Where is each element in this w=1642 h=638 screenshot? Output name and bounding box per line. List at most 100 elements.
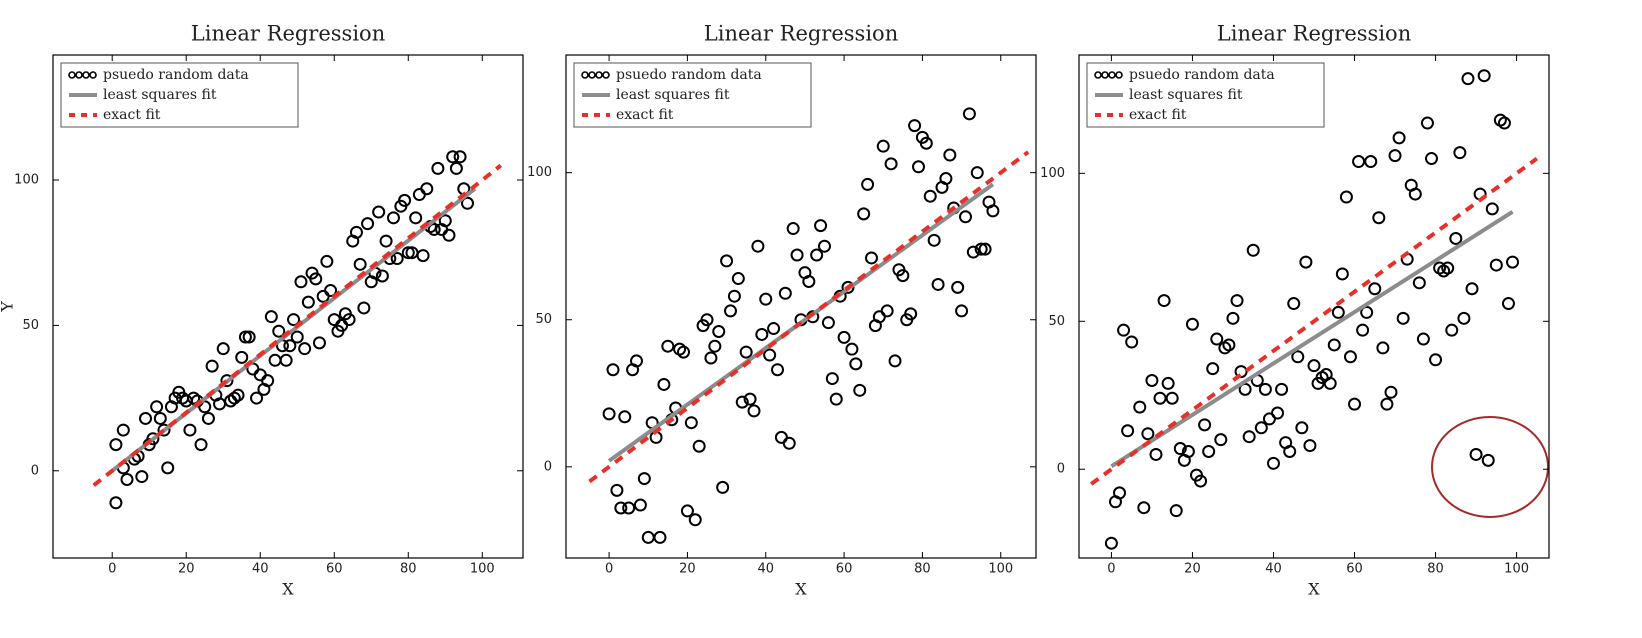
data-point: [1153, 391, 1167, 405]
x-tick-label: 80: [1427, 562, 1444, 577]
data-point: [700, 313, 714, 327]
data-point: [684, 416, 698, 430]
data-point: [1161, 376, 1175, 390]
data-point: [442, 228, 456, 242]
legend-marker: [602, 71, 610, 79]
data-point: [884, 157, 898, 171]
data-point: [743, 392, 757, 406]
data-point: [861, 177, 875, 191]
data-point: [1169, 504, 1183, 518]
data-point: [438, 214, 452, 228]
data-point: [1364, 155, 1378, 169]
data-point: [1465, 282, 1479, 296]
legend-marker: [1108, 71, 1116, 79]
y-tick-label: 50: [1048, 314, 1065, 329]
data-point: [755, 327, 769, 341]
data-point: [1242, 430, 1256, 444]
data-point: [1485, 202, 1499, 216]
legend-label: least squares fit: [103, 87, 217, 103]
data-point: [1352, 155, 1366, 169]
plot-area: [1089, 69, 1539, 550]
data-point: [966, 245, 980, 259]
legend-label: exact fit: [616, 107, 674, 123]
data-point: [253, 368, 267, 382]
x-tick-label: 20: [178, 562, 195, 577]
data-point: [1429, 353, 1443, 367]
data-point: [1202, 444, 1216, 458]
data-point: [904, 307, 918, 321]
data-point: [712, 325, 726, 339]
data-point: [283, 339, 297, 353]
highlight-circle: [1431, 416, 1549, 518]
legend-label: psuedo random data: [1129, 67, 1275, 83]
data-point: [1360, 305, 1374, 319]
data-point: [231, 388, 245, 402]
plot-frame: [52, 54, 524, 559]
legend-marker: [588, 71, 596, 79]
data-point: [220, 374, 234, 388]
legend-marker: [1101, 71, 1109, 79]
data-point: [818, 239, 831, 253]
data-point: [153, 411, 167, 425]
data-point: [1303, 439, 1317, 453]
data-point: [771, 363, 784, 377]
data-point: [268, 353, 282, 367]
data-point: [1271, 406, 1285, 420]
y-axis-label: Y: [0, 301, 17, 313]
fit-line: [1110, 210, 1514, 468]
data-point: [1461, 72, 1475, 86]
data-point: [829, 392, 843, 406]
data-point: [157, 423, 171, 437]
data-point: [1137, 501, 1151, 515]
data-point: [774, 430, 788, 444]
legend-box: [60, 62, 299, 128]
x-tick-label: 80: [914, 562, 931, 577]
data-point: [786, 222, 800, 236]
data-point: [731, 272, 745, 286]
legend-marker: [89, 71, 97, 79]
data-point: [327, 313, 341, 327]
fit-line: [1089, 156, 1539, 486]
data-point: [1425, 152, 1438, 166]
data-point: [309, 272, 323, 286]
x-tick-label: 0: [1107, 562, 1115, 577]
data-point: [1441, 261, 1455, 275]
data-point: [161, 461, 175, 475]
x-tick-label: 60: [1346, 562, 1363, 577]
data-point: [727, 289, 741, 303]
data-point: [1104, 536, 1118, 550]
data-point: [1408, 187, 1422, 201]
data-point: [841, 280, 855, 294]
data-point: [974, 242, 988, 256]
data-point: [959, 210, 972, 224]
y-tick-label: 0: [544, 459, 552, 474]
data-point: [1185, 317, 1199, 331]
data-point: [802, 274, 816, 288]
data-point: [778, 286, 792, 300]
data-point: [692, 439, 706, 453]
data-point: [216, 342, 230, 356]
x-tick-label: 0: [605, 562, 613, 577]
data-point: [912, 160, 925, 174]
data-point: [205, 359, 219, 373]
x-axis-label: X: [1308, 580, 1320, 599]
x-axis-label: X: [282, 580, 294, 599]
legend-marker: [595, 71, 603, 79]
legend-box: [573, 62, 812, 128]
data-point: [1339, 190, 1353, 204]
data-point: [238, 330, 252, 344]
data-point: [135, 470, 149, 484]
data-point: [1149, 447, 1163, 461]
data-point: [398, 193, 412, 207]
data-point: [1230, 294, 1244, 308]
legend-label: psuedo random data: [616, 67, 762, 83]
data-point: [633, 498, 647, 512]
data-point: [1299, 255, 1313, 269]
data-point: [1416, 332, 1430, 346]
data-point: [1453, 146, 1467, 160]
data-point: [1206, 362, 1220, 376]
legend-marker: [1115, 71, 1123, 79]
data-point: [120, 472, 134, 486]
data-point: [357, 301, 371, 315]
x-tick-label: 60: [836, 562, 853, 577]
